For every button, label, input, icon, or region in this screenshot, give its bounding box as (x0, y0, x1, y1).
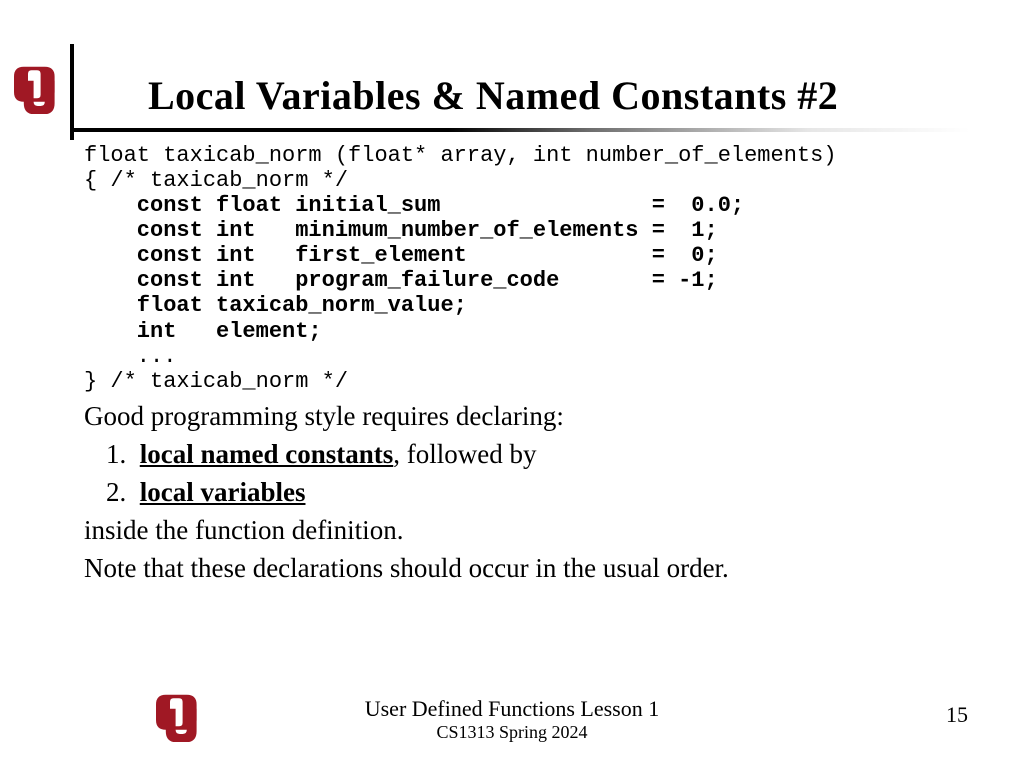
body-line: inside the function definition. (84, 513, 984, 548)
code-block: float taxicab_norm (float* array, int nu… (84, 143, 984, 394)
body-line: Note that these declarations should occu… (84, 551, 984, 586)
list-item-2: 2. local variables (84, 475, 984, 510)
code-line: { /* taxicab_norm */ (84, 168, 348, 193)
code-line: const int program_failure_code = -1; (84, 268, 718, 293)
code-line: const float initial_sum = 0.0; (84, 193, 744, 218)
body-intro: Good programming style requires declarin… (84, 399, 984, 434)
footer-title: User Defined Functions Lesson 1 (0, 696, 1024, 722)
list-num: 2. (106, 477, 126, 507)
code-line: const int first_element = 0; (84, 243, 718, 268)
term-local-named-constants: local named constants (140, 439, 394, 469)
list-num: 1. (106, 439, 126, 469)
code-line: float taxicab_norm_value; (84, 293, 467, 318)
footer-subtitle: CS1313 Spring 2024 (0, 722, 1024, 743)
footer: User Defined Functions Lesson 1 CS1313 S… (0, 696, 1024, 743)
list-after: , followed by (393, 439, 536, 469)
title-vertical-rule (70, 44, 74, 140)
slide-title: Local Variables & Named Constants #2 (148, 72, 838, 119)
list-item-1: 1. local named constants, followed by (84, 437, 984, 472)
term-local-variables: local variables (140, 477, 306, 507)
ou-logo-top (14, 64, 56, 114)
code-line: float taxicab_norm (float* array, int nu… (84, 143, 837, 168)
code-line: } /* taxicab_norm */ (84, 369, 348, 394)
body-text: Good programming style requires declarin… (84, 399, 984, 586)
code-line: const int minimum_number_of_elements = 1… (84, 218, 718, 243)
code-line: ... (84, 344, 176, 369)
code-line: int element; (84, 319, 322, 344)
page-number: 15 (946, 702, 968, 728)
slide-content: float taxicab_norm (float* array, int nu… (84, 143, 984, 589)
title-horizontal-rule (70, 128, 970, 132)
